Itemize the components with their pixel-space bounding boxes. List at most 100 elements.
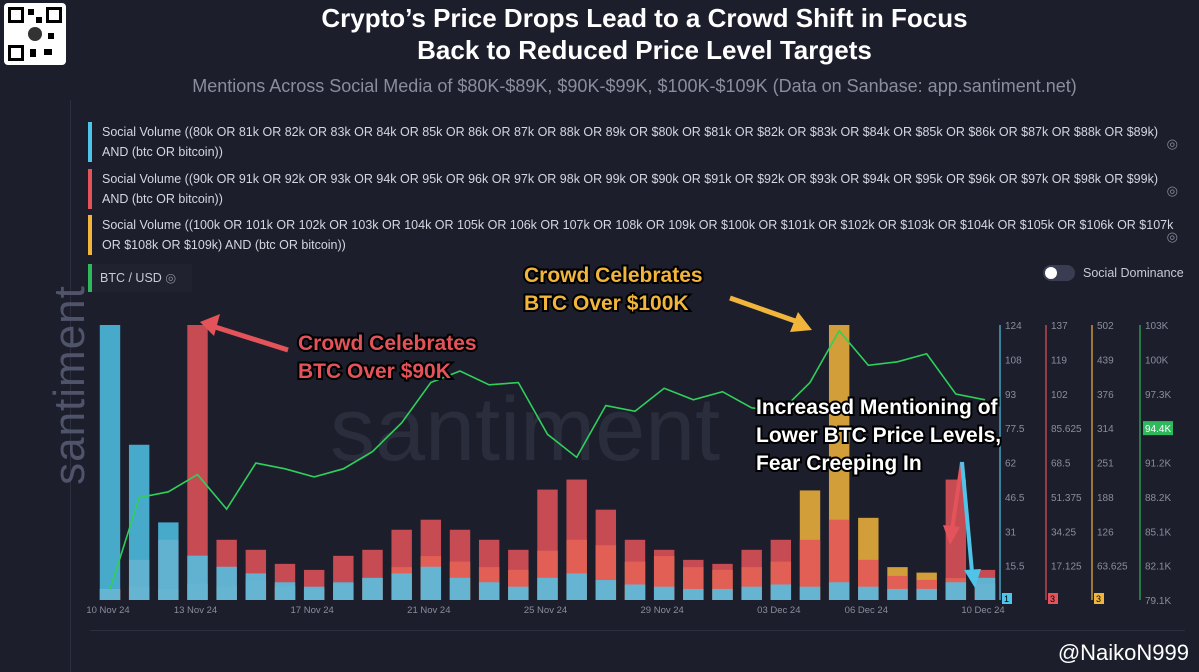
arrow-head-icon — [790, 312, 812, 332]
title-line-1: Crypto’s Price Drops Lead to a Crowd Shi… — [321, 3, 968, 33]
axis-tick-label: 51.375 — [1051, 493, 1082, 504]
legend-btc-usd[interactable]: BTC / USD ◎ — [88, 264, 192, 292]
volume-bar — [566, 479, 587, 600]
volume-bar — [683, 588, 704, 600]
axis-tick-label: 119 — [1051, 355, 1067, 366]
legend-series-80k[interactable]: Social Volume ((80k OR 81k OR 82k OR 83k… — [88, 122, 1184, 162]
axis-badge-label: 3 — [1096, 594, 1101, 604]
axis-tick-label: 62 — [1005, 459, 1017, 470]
axis-tick-label: 376 — [1097, 390, 1114, 401]
volume-bar — [478, 582, 500, 600]
axis-badge-label: 3 — [1050, 594, 1055, 604]
volume-bar — [741, 586, 762, 600]
annotation-text: BTC Over $90K — [298, 360, 451, 383]
axis-tick-label: 137 — [1051, 321, 1068, 332]
axis-badge-label: 1 — [1004, 594, 1009, 604]
social-dominance-toggle[interactable] — [1043, 265, 1075, 281]
axis-tick-label: 79.1K — [1145, 596, 1171, 607]
volume-bar — [333, 582, 354, 600]
annotation-text: Fear Creeping In — [756, 452, 922, 475]
axis-tick-label: 82.1K — [1145, 562, 1171, 573]
current-price-badge — [1143, 421, 1173, 436]
arrow-head-icon — [943, 525, 960, 545]
annotation-text: BTC Over $100K — [524, 292, 689, 315]
arrow-icon — [729, 295, 799, 325]
annotation-text: Increased Mentioning of — [756, 396, 999, 419]
axis-tick-label: 91.2K — [1145, 459, 1171, 470]
axis-tick-label: 15.5 — [1005, 562, 1025, 573]
volume-bar — [303, 586, 325, 600]
volume-bar — [712, 588, 733, 600]
axis-tick-label: 103K — [1145, 321, 1169, 332]
eye-icon[interactable]: ◎ — [165, 271, 177, 285]
arrow-icon — [211, 323, 289, 353]
volume-bar — [828, 582, 850, 600]
volume-bar — [595, 580, 617, 600]
volume-bar — [974, 577, 996, 600]
legend-series-90k[interactable]: Social Volume ((90k OR 91k OR 92k OR 93k… — [88, 169, 1184, 209]
volume-bar — [916, 588, 937, 600]
axis-tick-label: 102 — [1051, 390, 1068, 401]
axis-tick-label: 94.4K — [1145, 424, 1171, 435]
legend-label: Social Volume ((80k OR 81k OR 82k OR 83k… — [102, 125, 1158, 159]
x-tick-label: 17 Nov 24 — [291, 605, 334, 616]
volume-bar — [595, 509, 617, 600]
volume-bar — [537, 489, 558, 600]
volume-bar — [508, 586, 529, 600]
subtitle: Mentions Across Social Media of $80K-$89… — [192, 76, 1077, 96]
legend-series-100k[interactable]: Social Volume ((100k OR 101k OR 102k OR … — [88, 215, 1184, 255]
arrow-icon — [950, 461, 964, 531]
volume-bar — [449, 577, 471, 600]
volume-bar — [770, 584, 792, 600]
volume-bar — [158, 522, 179, 600]
volume-bar — [799, 586, 821, 600]
axis-badge — [1048, 593, 1058, 604]
eye-icon[interactable]: ◎ — [1166, 183, 1178, 198]
volume-bar — [566, 573, 587, 600]
volume-bar — [216, 566, 237, 600]
axis-tick-label: 17.125 — [1051, 562, 1082, 573]
volume-bar — [128, 444, 150, 600]
volume-bar — [799, 539, 821, 600]
page-title: Crypto’s Price Drops Lead to a Crowd Shi… — [150, 2, 1139, 66]
annotation-text: Crowd Celebrates — [524, 264, 703, 287]
volume-bar — [362, 577, 383, 600]
volume-bar — [99, 325, 121, 600]
axis-tick-label: 85.1K — [1145, 527, 1171, 538]
eye-icon[interactable]: ◎ — [1166, 136, 1178, 151]
axis-tick-label: 63.625 — [1097, 562, 1128, 573]
axis-badge — [1094, 593, 1104, 604]
annotation-100k: Crowd Celebrates BTC Over $100K — [522, 262, 812, 332]
timeline-navigator[interactable] — [90, 630, 1185, 670]
social-dominance-label: Social Dominance — [1083, 266, 1184, 280]
axis-tick-label: 100K — [1145, 355, 1169, 366]
volume-bar — [828, 519, 850, 600]
axis-tick-label: 126 — [1097, 527, 1114, 538]
axis-tick-label: 314 — [1097, 424, 1114, 435]
axis-tick-label: 188 — [1097, 493, 1114, 504]
axis-tick-label: 93 — [1005, 390, 1017, 401]
legend-label: Social Volume ((100k OR 101k OR 102k OR … — [102, 218, 1174, 252]
title-line-2: Back to Reduced Price Level Targets — [417, 35, 872, 65]
volume-bar — [420, 566, 442, 600]
eye-icon[interactable]: ◎ — [1166, 229, 1178, 244]
annotation-text: Lower BTC Price Levels, — [756, 424, 1001, 447]
annotation-fear: Increased Mentioning of Lower BTC Price … — [754, 394, 1003, 588]
btc-price-line — [109, 329, 986, 590]
x-tick-label: 29 Nov 24 — [641, 605, 684, 616]
axis-tick-label: 46.5 — [1005, 493, 1025, 504]
x-tick-label: 25 Nov 24 — [524, 605, 567, 616]
axis-tick-label: 108 — [1005, 355, 1022, 366]
qr-code — [4, 3, 66, 65]
volume-bar — [187, 555, 208, 600]
arrow-head-icon — [964, 569, 981, 588]
x-tick-label: 10 Dec 24 — [961, 605, 1004, 616]
x-tick-label: 21 Nov 24 — [407, 605, 450, 616]
volume-bar — [653, 586, 675, 600]
volume-bar — [391, 573, 412, 600]
axis-tick-label: 124 — [1005, 321, 1022, 332]
axis-tick-label: 88.2K — [1145, 493, 1171, 504]
volume-bar — [537, 577, 558, 600]
volume-bar — [624, 584, 646, 600]
